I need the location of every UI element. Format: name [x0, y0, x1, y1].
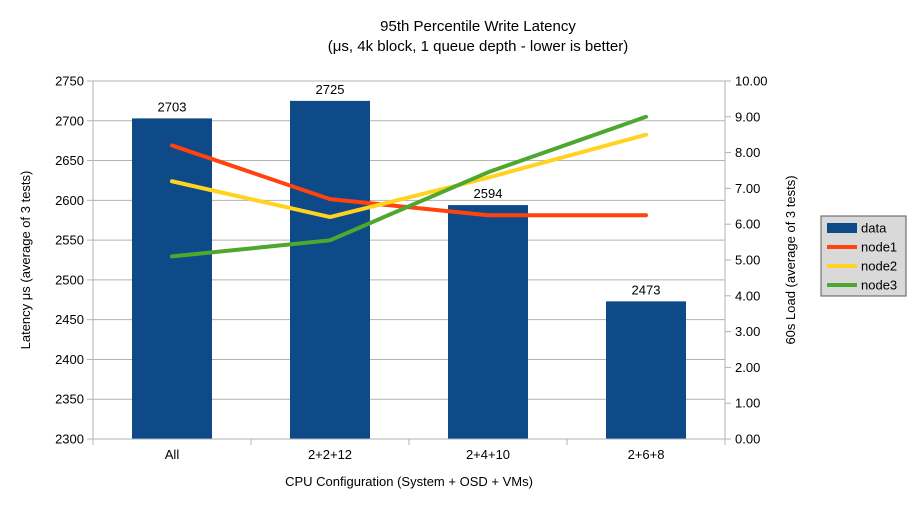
left-tick-label: 2350: [55, 392, 84, 407]
left-tick-label: 2550: [55, 233, 84, 248]
legend-label-data: data: [861, 221, 887, 236]
bar-All: [132, 118, 212, 439]
bar-value-label: 2594: [474, 186, 503, 201]
left-tick-label: 2450: [55, 312, 84, 327]
left-tick-label: 2750: [55, 74, 84, 89]
bar-2+6+8: [606, 301, 686, 439]
legend-label-node2: node2: [861, 259, 897, 274]
left-tick-label: 2500: [55, 272, 84, 287]
line-node2: [170, 132, 648, 220]
left-tick-label: 2300: [55, 432, 84, 447]
bar-value-label: 2725: [316, 82, 345, 97]
legend-label-node1: node1: [861, 240, 897, 255]
left-tick-label: 2400: [55, 352, 84, 367]
category-label: All: [165, 447, 180, 462]
bar-value-label: 2703: [158, 99, 187, 114]
left-tick-label: 2600: [55, 193, 84, 208]
right-tick-label: 1.00: [735, 396, 760, 411]
left-tick-label: 2700: [55, 113, 84, 128]
right-tick-label: 10.00: [735, 74, 768, 89]
x-axis-title: CPU Configuration (System + OSD + VMs): [285, 474, 533, 489]
bar-2+2+12: [290, 100, 370, 439]
category-label: 2+4+10: [466, 447, 510, 462]
right-tick-label: 9.00: [735, 109, 760, 124]
legend: data node1 node2 node3: [820, 215, 907, 297]
line-node3: [170, 114, 648, 259]
right-axis-title: 60s Load (average of 3 tests): [783, 175, 798, 344]
category-label: 2+6+8: [628, 447, 665, 462]
right-tick-label: 4.00: [735, 288, 760, 303]
right-tick-label: 0.00: [735, 432, 760, 447]
chart-title: 95th Percentile Write Latency: [380, 18, 576, 35]
right-tick-label: 8.00: [735, 145, 760, 160]
bar-2+4+10: [448, 205, 528, 439]
right-tick-label: 3.00: [735, 324, 760, 339]
right-tick-label: 6.00: [735, 217, 760, 232]
bar-value-label: 2473: [632, 282, 661, 297]
plot-area: 2703 2725 2594 2473 2750 2700 2650 2600 2550 2500…: [55, 74, 767, 463]
right-tick-label: 7.00: [735, 181, 760, 196]
left-axis-title: Latency μs (average of 3 tests): [18, 171, 33, 350]
right-tick-label: 5.00: [735, 253, 760, 268]
category-label: 2+2+12: [308, 447, 352, 462]
left-tick-label: 2650: [55, 153, 84, 168]
legend-label-node3: node3: [861, 278, 897, 293]
chart-subtitle: (μs, 4k block, 1 queue depth - lower is …: [328, 38, 628, 55]
legend-swatch-data: [827, 223, 857, 233]
right-tick-label: 2.00: [735, 360, 760, 375]
